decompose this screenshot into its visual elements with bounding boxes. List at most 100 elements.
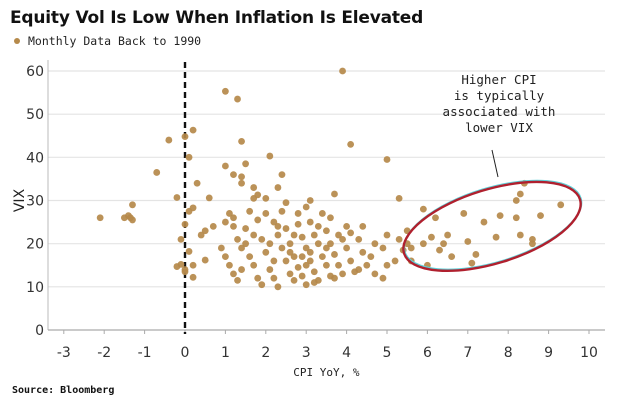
data-point (185, 248, 193, 255)
data-point (327, 214, 334, 222)
data-point (290, 253, 298, 261)
data-point (383, 261, 391, 269)
data-point (282, 199, 290, 207)
data-point (480, 218, 488, 226)
data-point (347, 140, 355, 148)
data-point (238, 266, 245, 273)
data-point (298, 272, 306, 280)
data-point (302, 244, 310, 252)
data-point (222, 162, 229, 170)
data-point (242, 225, 250, 232)
data-point (254, 274, 262, 282)
data-point (339, 235, 346, 243)
data-point (355, 266, 363, 273)
data-point (318, 253, 326, 261)
data-point (537, 212, 544, 220)
data-point (238, 244, 245, 252)
data-point (335, 261, 342, 269)
data-point (363, 261, 371, 269)
data-point (290, 276, 298, 284)
data-point (222, 218, 229, 226)
y-axis-label: VIX (12, 188, 28, 212)
legend: Monthly Data Back to 1990 (14, 34, 201, 48)
x-tick-label: 7 (463, 345, 472, 361)
x-tick-label: -1 (138, 345, 152, 361)
axes: 0 10 20 30 40 50 60 -3 -2 -1 0 1 2 3 4 5 6 7 8 9 10 CPI YoY, … (12, 60, 605, 379)
data-point (96, 214, 104, 222)
data-point (278, 207, 286, 215)
data-point (278, 171, 286, 179)
data-point (193, 179, 201, 187)
data-point (181, 266, 189, 273)
data-point (468, 259, 476, 267)
x-tick-label: 5 (383, 345, 392, 361)
data-point (250, 261, 258, 269)
data-point (189, 126, 197, 134)
x-tick-label: -3 (57, 345, 71, 361)
data-point (262, 194, 270, 202)
data-point (222, 87, 229, 95)
data-point (254, 191, 262, 199)
data-point (181, 220, 189, 228)
data-point (258, 281, 266, 289)
data-point (428, 233, 435, 241)
data-point (282, 225, 290, 232)
data-points (96, 67, 565, 291)
x-tick-label: -2 (97, 345, 111, 361)
x-tick-label: 9 (544, 345, 553, 361)
data-point (327, 240, 334, 248)
y-tick-label: 60 (26, 64, 44, 80)
data-point (323, 244, 330, 252)
data-point (217, 244, 225, 252)
data-point (512, 214, 520, 222)
data-point (472, 251, 480, 258)
data-point (347, 257, 355, 265)
data-point (339, 270, 346, 278)
data-point (407, 244, 415, 252)
data-point (331, 274, 338, 282)
data-point (339, 67, 346, 75)
data-point (181, 133, 189, 141)
legend-label: Monthly Data Back to 1990 (28, 34, 202, 48)
data-point (395, 235, 403, 243)
data-point (367, 253, 375, 261)
data-point (201, 256, 209, 264)
data-point (323, 261, 330, 269)
data-point (222, 253, 229, 261)
data-point (436, 246, 443, 254)
data-point (234, 95, 241, 103)
y-tick-label: 20 (26, 237, 44, 253)
data-point (314, 240, 322, 248)
data-point (250, 184, 258, 191)
data-point (306, 197, 314, 204)
data-point (383, 231, 391, 239)
x-tick-label: 1 (221, 345, 230, 361)
data-point (274, 223, 282, 230)
x-tick-label: 2 (261, 345, 270, 361)
data-point (189, 273, 197, 281)
data-point (189, 261, 197, 269)
data-point (177, 235, 185, 243)
x-tick-label: 3 (302, 345, 311, 361)
x-tick-label: 10 (580, 345, 598, 361)
y-tick-label: 30 (26, 194, 44, 210)
data-point (448, 253, 456, 261)
data-point (496, 212, 504, 220)
data-point (230, 270, 237, 278)
data-point (432, 214, 439, 222)
data-point (250, 231, 258, 239)
data-point (205, 194, 213, 202)
data-point (306, 248, 314, 256)
data-point (230, 171, 237, 179)
data-point (310, 268, 318, 276)
data-point (302, 261, 310, 269)
data-point (234, 276, 241, 284)
x-tick-label: 4 (342, 345, 351, 361)
data-point (371, 240, 379, 248)
data-point (331, 251, 338, 258)
data-point (294, 264, 302, 271)
highlight-ellipse (402, 180, 582, 273)
data-point (298, 253, 306, 261)
data-point (266, 152, 274, 160)
